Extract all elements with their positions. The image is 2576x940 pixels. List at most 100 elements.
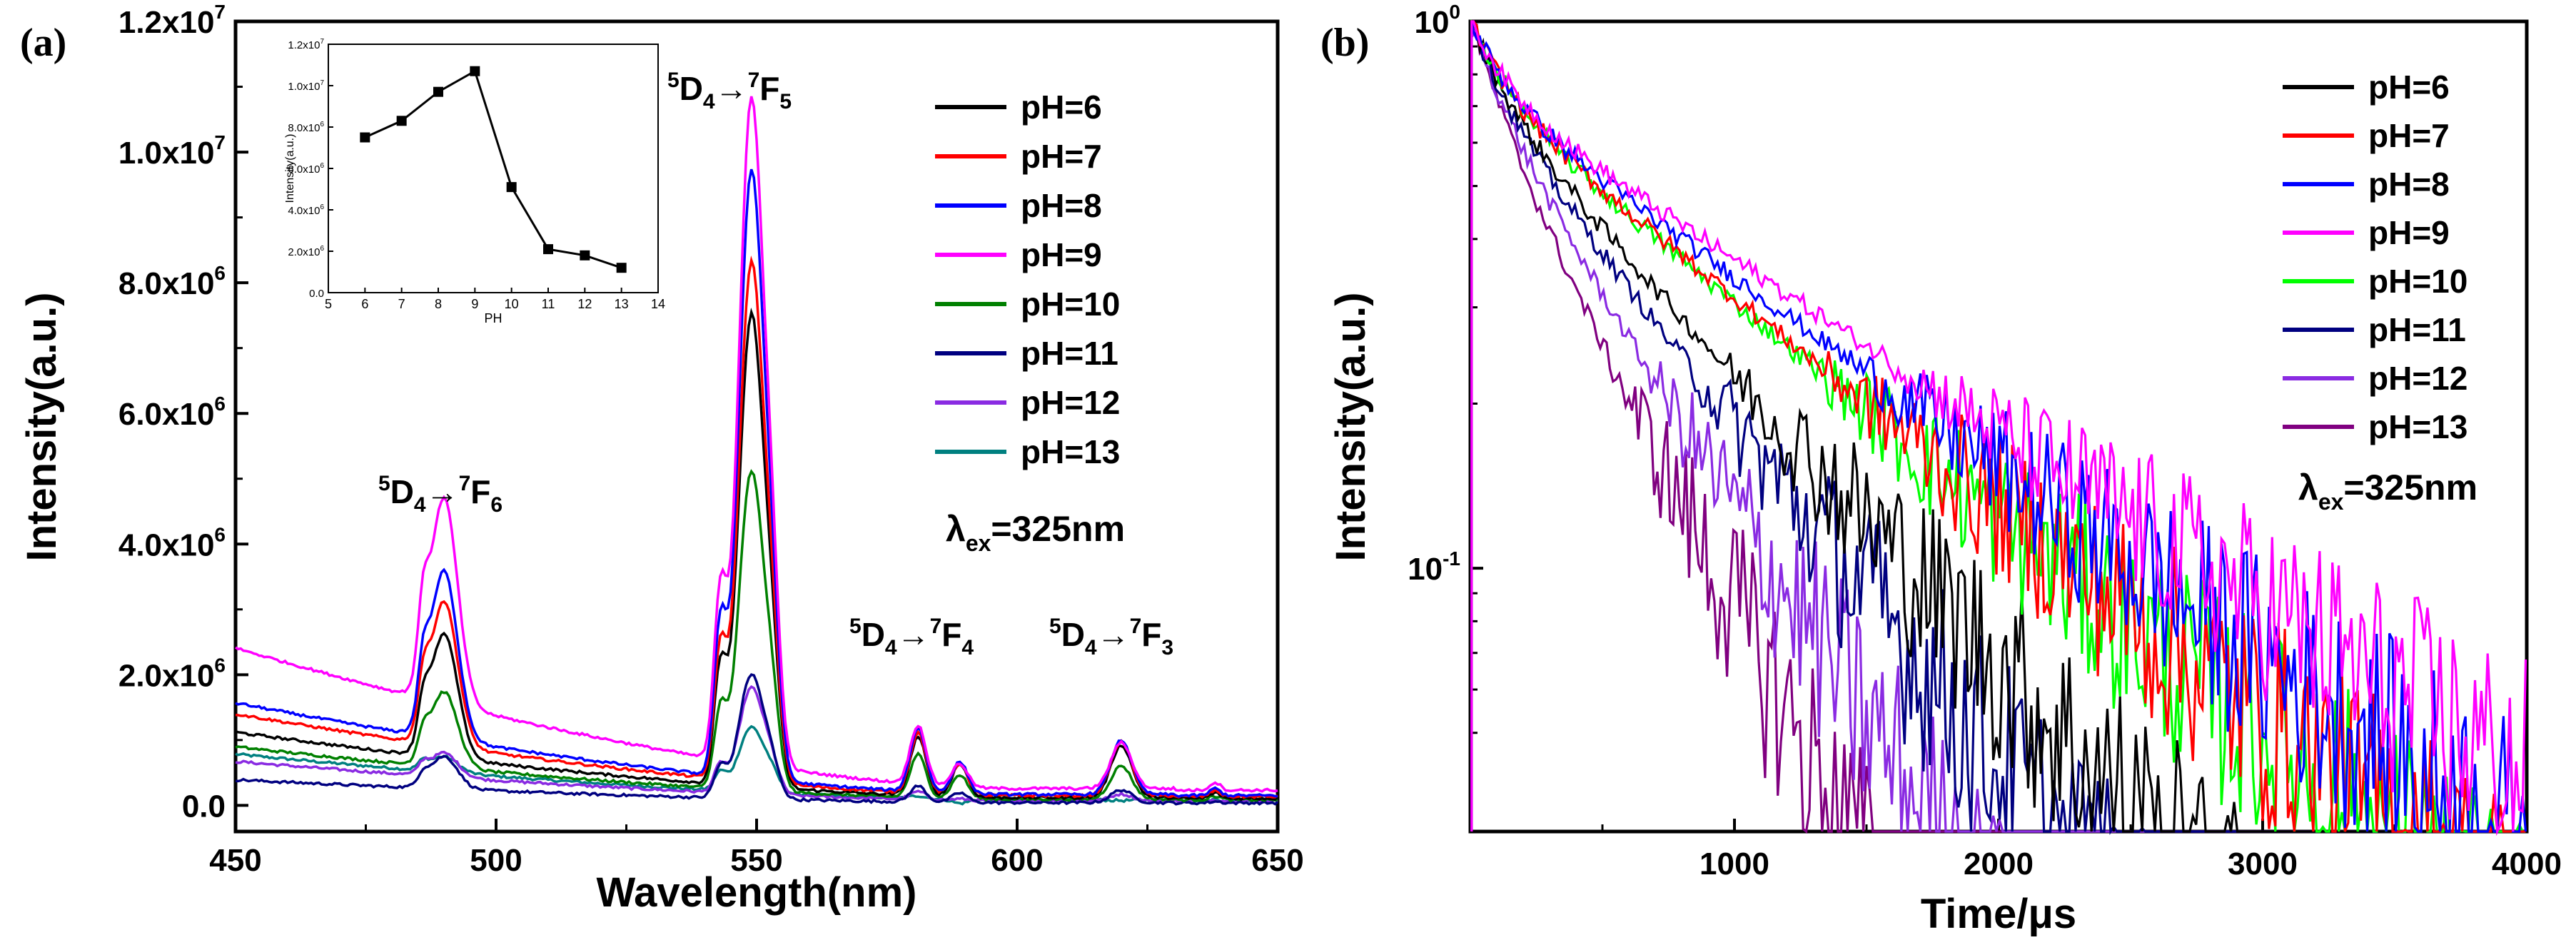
panel-a-x-axis-label: Wavelength(nm) — [597, 869, 917, 916]
panel-a-y-tick-labels: 0.0 2.0x106 4.0x106 6.0x106 8.0x106 1.0x107 1.… — [118, 1, 226, 824]
inset-point — [506, 182, 517, 193]
y-tick-label: 8.0x106 — [118, 262, 226, 301]
inset-x-tick-label: 11 — [542, 297, 555, 311]
panel-a-label: (a) — [20, 21, 66, 65]
legend-label: pH=7 — [1021, 138, 1102, 175]
y-tick-label: 1.0x107 — [118, 131, 226, 171]
annotation-5d4-7f5: 5D4→7F5 — [667, 69, 792, 113]
inset-x-tick-label: 13 — [615, 297, 629, 311]
inset-y-axis-label: Intensity(a.u.) — [284, 134, 296, 203]
panel-b-series — [1470, 19, 2527, 837]
legend-label: pH=8 — [1021, 187, 1102, 224]
y-tick-label: 2.0x106 — [118, 654, 226, 693]
legend-label: pH=9 — [2368, 214, 2450, 251]
inset-x-tick-label: 12 — [577, 297, 592, 311]
inset-x-tick-label: 6 — [361, 297, 368, 311]
inset-y-tick-label: 1.0x107 — [288, 79, 324, 93]
decay-ph-9 — [1470, 20, 2527, 837]
inset-point — [433, 86, 443, 97]
inset-point — [543, 244, 553, 255]
inset-y-tick-labels: 0.0 2.0x106 4.0x106 6.0x106 8.0x106 1.0x107 1.… — [288, 38, 324, 300]
x-tick-label: 650 — [1251, 843, 1303, 878]
panel-b-excitation-label: λex=325nm — [2298, 468, 2477, 515]
decay-ph-7 — [1470, 20, 2526, 833]
inset-x-tick-label: 5 — [325, 297, 332, 311]
y-tick-label: 10-1 — [1408, 547, 1460, 587]
inset-ticks — [328, 44, 659, 293]
inset-x-tick-label: 8 — [435, 297, 442, 311]
inset-point — [470, 66, 480, 76]
inset-y-tick-label: 1.2x107 — [288, 38, 324, 51]
legend-label: pH=6 — [1021, 89, 1102, 126]
inset-x-tick-label: 9 — [471, 297, 478, 311]
inset-y-tick-label: 4.0x106 — [288, 203, 324, 217]
inset-y-tick-label: 8.0x106 — [288, 121, 324, 134]
y-tick-label: 100 — [1414, 1, 1460, 40]
inset-point — [580, 250, 590, 261]
spectrum-ph-8 — [235, 168, 1278, 799]
panel-a-inset: 5 6 7 8 9 10 11 12 13 14 0.0 2.0x106 4.0x106 6.0x106… — [284, 37, 666, 325]
annotation-5d4-7f3: 5D4→7F3 — [1049, 615, 1173, 659]
panel-a-y-axis-label: Intensity(a.u.) — [19, 292, 65, 561]
spectrum-ph-9 — [235, 96, 1278, 793]
y-tick-label: 6.0x106 — [118, 393, 226, 432]
legend-label: pH=6 — [2368, 69, 2450, 106]
legend-label: pH=11 — [2368, 311, 2466, 348]
inset-x-axis-label: PH — [484, 311, 502, 325]
y-tick-label: 0.0 — [182, 789, 226, 824]
x-tick-label: 1000 — [1699, 846, 1769, 881]
panel-a-excitation-label: λex=325nm — [946, 509, 1125, 556]
inset-x-tick-label: 14 — [651, 297, 665, 311]
legend-label: pH=8 — [2368, 166, 2450, 203]
legend-label: pH=10 — [2368, 263, 2468, 300]
legend-label: pH=13 — [1021, 433, 1120, 470]
inset-point — [360, 132, 370, 143]
panel-a-ticks — [234, 20, 1279, 832]
y-tick-label: 1.2x107 — [118, 1, 226, 40]
inset-x-tick-label: 7 — [398, 297, 405, 311]
panel-b-x-axis-label: Time/μs — [1921, 891, 2076, 937]
inset-y-tick-label: 6.0x106 — [288, 162, 324, 176]
x-tick-label: 3000 — [2228, 846, 2298, 881]
inset-points — [360, 66, 627, 273]
panel-b: (b) 1000 2000 3000 4000 100 10-1 Time/μs Int… — [1320, 1, 2562, 937]
inset-background — [284, 37, 666, 314]
decay-ph-8 — [1470, 21, 2527, 833]
legend-label: pH=9 — [1021, 236, 1102, 273]
legend-label: pH=12 — [1021, 384, 1120, 421]
x-tick-label: 550 — [730, 843, 782, 878]
spectrum-ph-6 — [235, 308, 1279, 802]
inset-point — [616, 263, 627, 273]
legend-label: pH=11 — [1021, 335, 1118, 372]
legend-label: pH=12 — [2368, 360, 2468, 397]
annotation-5d4-7f4: 5D4→7F4 — [849, 615, 974, 659]
x-tick-label: 450 — [209, 843, 261, 878]
panel-a-series — [235, 96, 1279, 806]
panel-b-y-tick-labels: 100 10-1 — [1408, 1, 1460, 587]
inset-point — [396, 116, 407, 126]
inset-x-tick-label: 10 — [505, 297, 519, 311]
spectrum-ph-10 — [235, 469, 1278, 803]
x-tick-label: 4000 — [2492, 846, 2562, 881]
x-tick-label: 500 — [470, 843, 522, 878]
panel-b-x-tick-labels: 1000 2000 3000 4000 — [1699, 846, 2562, 881]
panel-a: (a) 450 500 550 600 650 0.0 2.0x106 4.0x106 6.0… — [19, 1, 1304, 916]
legend-label: pH=7 — [2368, 117, 2450, 154]
panel-a-legend: pH=6 pH=7 pH=8 pH=9 pH=10 pH=11 pH=12 pH=13 — [935, 89, 1120, 470]
inset-y-tick-label: 0.0 — [309, 288, 324, 300]
y-tick-label: 4.0x106 — [118, 523, 226, 562]
spectrum-ph-12 — [235, 685, 1278, 804]
panel-b-label: (b) — [1320, 21, 1369, 65]
decay-ph-6 — [1470, 21, 2526, 833]
x-tick-label: 2000 — [1964, 846, 2034, 881]
annotation-5d4-7f6: 5D4→7F6 — [378, 472, 502, 517]
spectrum-ph-11 — [235, 673, 1279, 806]
inset-y-tick-label: 2.0x106 — [288, 245, 324, 258]
legend-label: pH=10 — [1021, 285, 1120, 323]
panel-a-x-tick-labels: 450 500 550 600 650 — [209, 843, 1303, 878]
inset-series-line — [364, 69, 622, 269]
legend-label: pH=13 — [2368, 408, 2468, 445]
x-tick-label: 600 — [991, 843, 1043, 878]
inset-x-tick-labels: 5 6 7 8 9 10 11 12 13 14 — [325, 297, 665, 311]
